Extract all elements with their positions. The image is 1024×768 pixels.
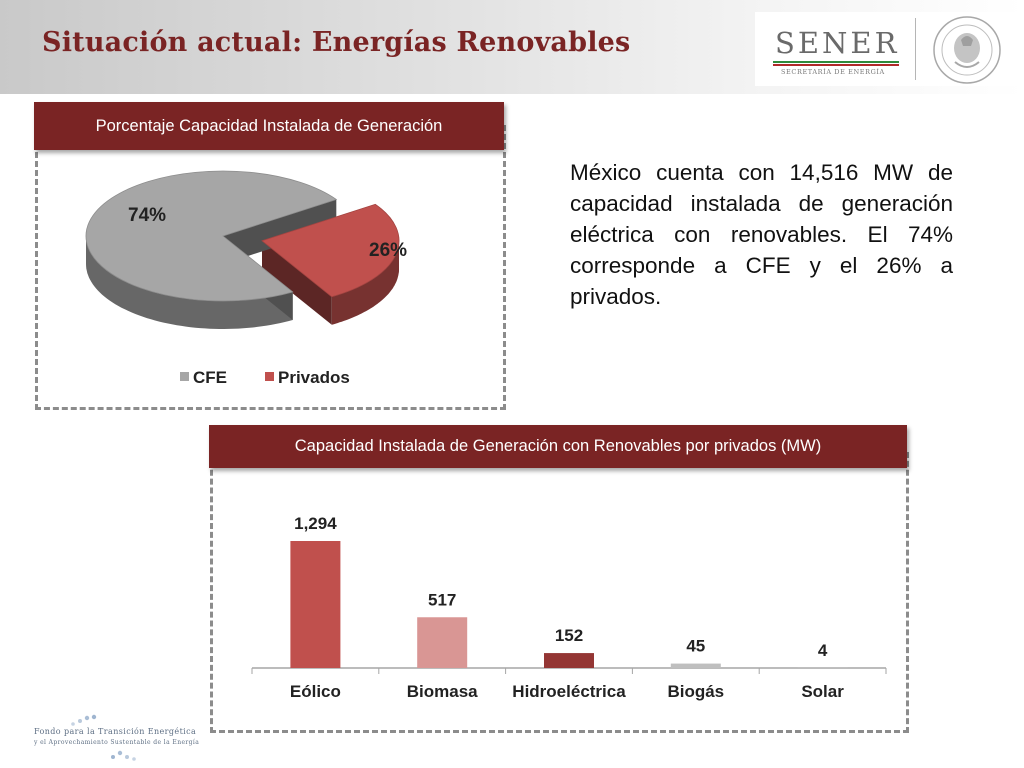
footer-line-2: y el Aprovechamiento Sustentable de la E…	[34, 739, 200, 746]
logo-stripe-green	[773, 61, 899, 63]
x-tick-label: Solar	[801, 682, 844, 701]
bar-chart-panel	[210, 452, 909, 733]
bar-value-label: 45	[686, 637, 705, 656]
footer-line-1: Fondo para la Transición Energética	[34, 727, 197, 736]
legend-label-privados: Privados	[278, 368, 350, 387]
bar-biogás	[670, 663, 721, 668]
bar-chart-title: Capacidad Instalada de Generación con Re…	[209, 425, 907, 468]
sener-logo: SENER	[775, 26, 900, 60]
x-tick-label: Eólico	[290, 682, 341, 701]
logo-divider	[915, 18, 916, 80]
bar-value-label: 152	[555, 626, 583, 645]
bar-solar	[797, 667, 848, 668]
pie-chart-title: Porcentaje Capacidad Instalada de Genera…	[34, 102, 504, 150]
bar-value-label: 1,294	[294, 514, 337, 533]
pie-chart: 74% 26% CFE Privados	[85, 170, 407, 387]
bar-hidroeléctrica	[544, 653, 594, 668]
legend-swatch-privados	[265, 372, 274, 381]
bar-eólico	[290, 541, 341, 668]
slide-title: Situación actual: Energías Renovables	[42, 27, 631, 58]
logo-block: SENER SECRETARÍA DE ENERGÍA	[755, 12, 1017, 86]
bar-value-label: 517	[428, 590, 456, 609]
x-tick-label: Biomasa	[407, 682, 478, 701]
legend-swatch-cfe	[180, 372, 189, 381]
pie-wall-cfe	[86, 236, 293, 329]
pie-label-privados: 26%	[369, 240, 407, 261]
pie-wall-privados	[331, 240, 399, 325]
pie-cut-face	[262, 240, 332, 325]
slide-header: Situación actual: Energías Renovables SE…	[0, 0, 1024, 94]
pie-slice-privados	[261, 203, 400, 298]
x-tick-label: Hidroeléctrica	[512, 682, 626, 701]
x-tick-label: Biogás	[667, 682, 724, 701]
footer-dots-icon	[71, 714, 136, 761]
legend-label-cfe: CFE	[193, 368, 227, 387]
pie-cut-face	[223, 199, 337, 264]
description-text: México cuenta con 14,516 MW de capacidad…	[570, 160, 953, 309]
bar-biomasa	[417, 617, 468, 668]
bar-value-label: 4	[818, 641, 828, 660]
pie-label-cfe: 74%	[128, 205, 166, 226]
mexican-coat-of-arms-seal-icon	[933, 16, 1001, 84]
bar-chart: 1,294 Eólico 517 Biomasa 152 Hidroeléctrica 45…	[251, 514, 887, 701]
logo-stripe-red	[773, 64, 899, 66]
pie-slice-cfe	[85, 170, 338, 302]
sener-subtitle: SECRETARÍA DE ENERGÍA	[781, 68, 885, 76]
